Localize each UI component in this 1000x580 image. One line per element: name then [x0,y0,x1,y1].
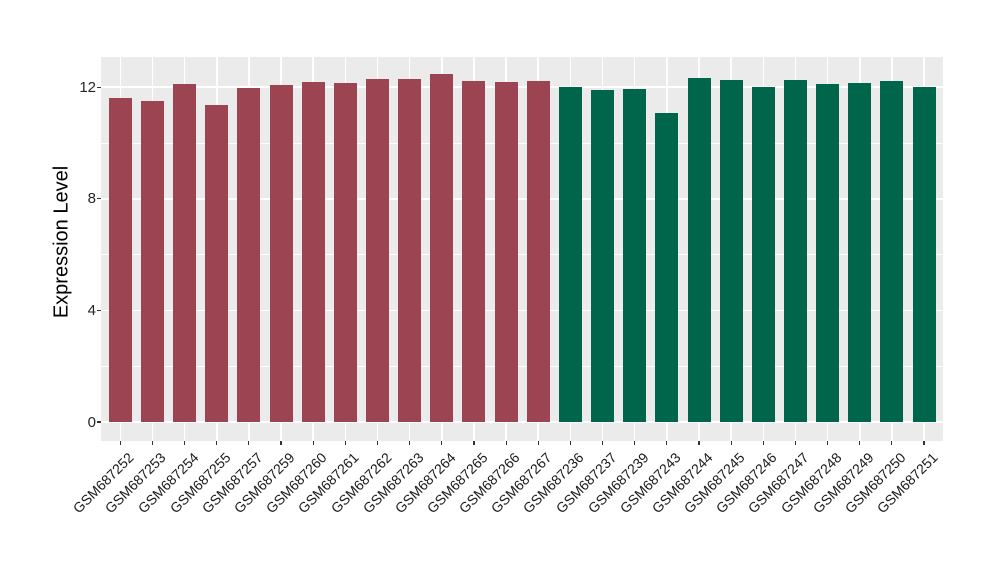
x-tick-mark [794,441,797,445]
bar [301,81,325,422]
bar [526,81,550,422]
bar [269,84,293,422]
x-tick-mark [216,441,218,445]
x-tick-mark [344,441,346,445]
x-tick-mark [312,441,314,445]
gridline-minor [101,254,943,255]
gridline-major [101,421,943,423]
bar [430,74,454,422]
x-tick-mark [601,441,604,445]
y-tick-mark [97,86,101,88]
x-tick-mark [151,441,154,445]
x-tick-mark [891,441,893,445]
bar [655,112,679,422]
gridline-minor [101,365,943,367]
x-tick-mark [248,441,250,445]
gridline-major [101,86,943,88]
x-tick-mark [119,441,121,445]
y-tick-mark [97,309,101,311]
x-tick-mark [923,441,925,445]
bar [237,87,261,422]
bar [366,79,389,422]
bar [880,80,904,422]
bar [494,81,518,422]
x-tick-mark [537,441,539,445]
x-tick-mark [859,441,861,445]
bar [687,77,711,422]
bar [205,105,229,422]
x-tick-mark [184,441,186,445]
y-axis-title: Expression Level [50,165,73,319]
bar [333,82,357,422]
x-tick-mark [376,441,379,445]
y-tick-mark [97,198,101,200]
x-tick-mark [698,441,700,445]
bar [108,97,132,422]
gridline-minor [101,142,943,144]
bar [783,79,807,422]
bar [398,79,422,422]
x-tick-mark [441,441,443,445]
bar [591,89,615,422]
y-tick-mark [97,421,101,423]
x-tick-mark [569,441,571,445]
x-tick-mark [666,441,668,445]
y-tick-label: 12 [79,78,96,96]
x-tick-mark [762,441,764,445]
gridline-major [101,309,943,312]
bar [719,80,743,422]
x-tick-mark [280,441,282,445]
plot-panel [101,57,943,441]
x-tick-mark [505,441,507,445]
bar [462,80,486,422]
x-tick-mark [473,441,475,445]
bar [912,86,936,422]
bar [140,100,164,422]
x-tick-mark [409,441,411,445]
x-tick-mark [730,441,732,445]
y-tick-label: 4 [87,301,96,319]
x-tick-mark [827,441,829,445]
x-tick-mark [634,441,636,445]
bar [751,86,775,422]
y-tick-label: 0 [87,413,96,431]
gridline-major [101,198,943,200]
bar [173,84,197,422]
bar [558,86,582,422]
y-tick-label: 8 [87,190,96,208]
bar [623,88,647,422]
bar [848,82,872,422]
bar [816,83,840,422]
